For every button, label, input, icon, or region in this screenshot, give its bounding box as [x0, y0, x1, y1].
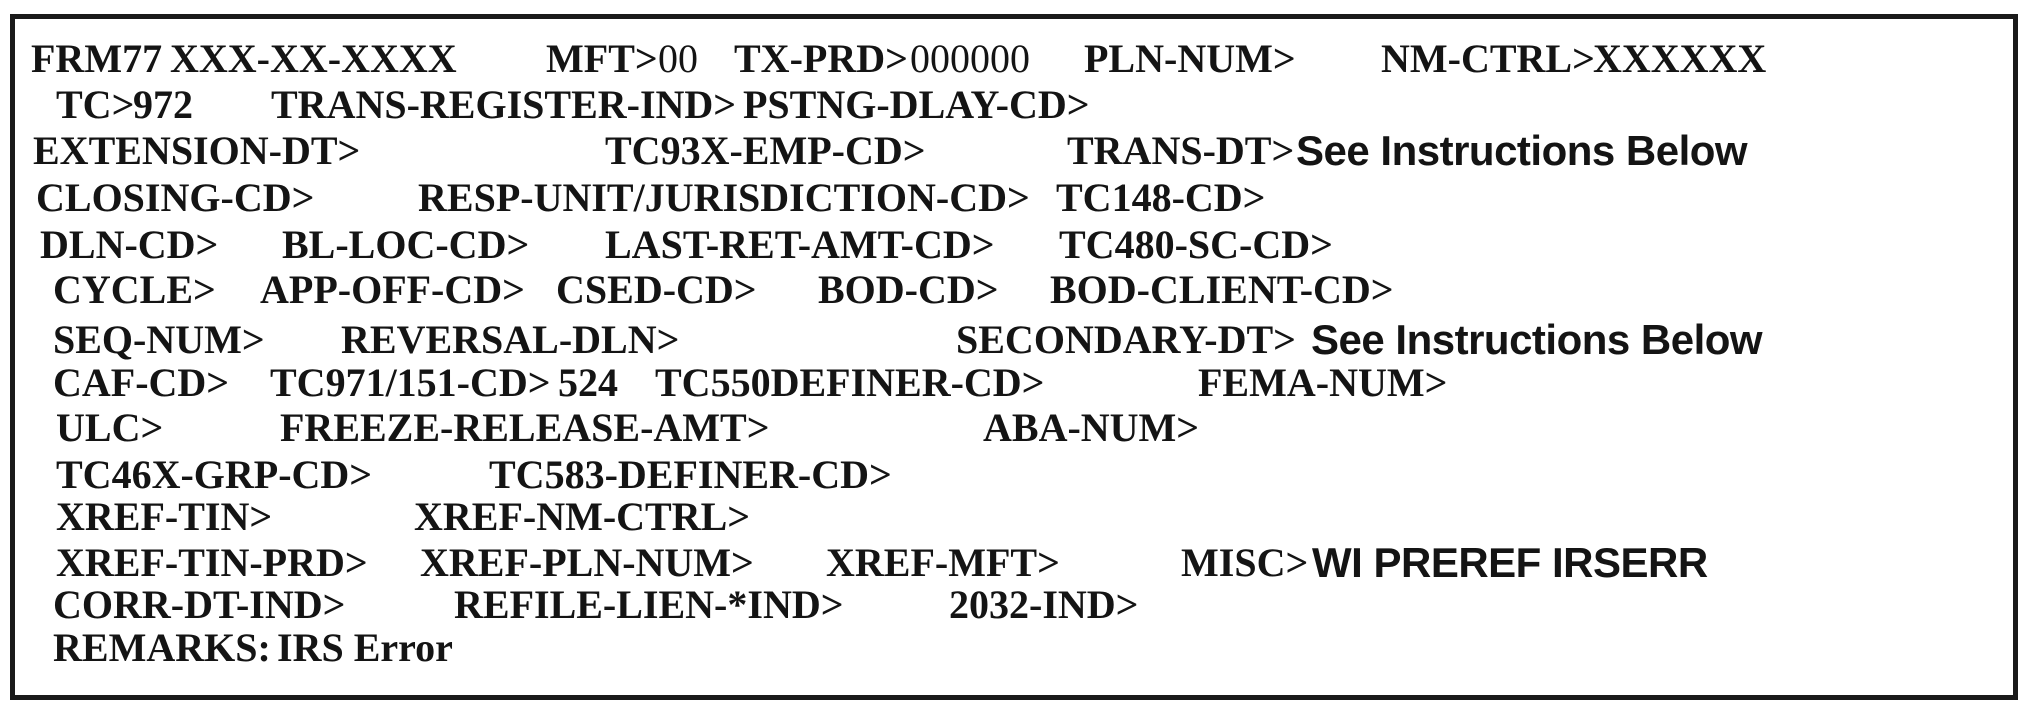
- remarks-value[interactable]: IRS Error: [277, 625, 453, 670]
- tc-label: TC>: [56, 82, 135, 127]
- xref-pln-num-label: XREF-PLN-NUM>: [420, 540, 754, 585]
- mft-label: MFT>: [546, 36, 658, 81]
- dln-cd-label: DLN-CD>: [40, 222, 219, 267]
- xref-nm-ctrl-label: XREF-NM-CTRL>: [414, 494, 751, 539]
- bod-client-cd-label: BOD-CLIENT-CD>: [1050, 267, 1394, 312]
- nm-ctrl-value[interactable]: XXXXXX: [1593, 36, 1767, 81]
- corr-dt-ind-label: CORR-DT-IND>: [53, 582, 346, 627]
- closing-cd-label: CLOSING-CD>: [36, 175, 315, 220]
- form-line-1: FRM77 XXX-XX-XXXX MFT> 00 TX-PRD> 000000 PLN-N…: [0, 36, 2025, 81]
- 2032-ind-label: 2032-IND>: [949, 582, 1139, 627]
- tc480-sc-cd-label: TC480-SC-CD>: [1059, 222, 1333, 267]
- misc-label: MISC>: [1181, 540, 1309, 585]
- trans-register-ind-label: TRANS-REGISTER-IND>: [271, 82, 737, 127]
- freeze-release-amt-label: FREEZE-RELEASE-AMT>: [280, 405, 770, 450]
- reversal-dln-label: REVERSAL-DLN>: [341, 317, 680, 362]
- xref-tin-prd-label: XREF-TIN-PRD>: [56, 540, 368, 585]
- ulc-label: ULC>: [56, 405, 164, 450]
- tx-prd-label: TX-PRD>: [734, 36, 908, 81]
- tx-prd-value[interactable]: 000000: [910, 36, 1030, 81]
- form-line-9: ULC> FREEZE-RELEASE-AMT> ABA-NUM>: [0, 405, 2025, 450]
- form-line-11: XREF-TIN> XREF-NM-CTRL>: [0, 494, 2025, 539]
- caf-cd-label: CAF-CD>: [53, 360, 230, 405]
- tc148-cd-label: TC148-CD>: [1056, 175, 1266, 220]
- secondary-dt-label: SECONDARY-DT>: [956, 317, 1296, 362]
- mft-value[interactable]: 00: [658, 36, 698, 81]
- last-ret-amt-cd-label: LAST-RET-AMT-CD>: [605, 222, 995, 267]
- remarks-label: REMARKS:: [53, 625, 271, 670]
- xref-tin-label: XREF-TIN>: [56, 494, 273, 539]
- resp-unit-jurisdiction-cd-label: RESP-UNIT/JURISDICTION-CD>: [418, 175, 1030, 220]
- nm-ctrl-label: NM-CTRL>: [1381, 36, 1595, 81]
- tc583-definer-cd-label: TC583-DEFINER-CD>: [489, 452, 892, 497]
- form-line-4: CLOSING-CD> RESP-UNIT/JURISDICTION-CD> TC1…: [0, 175, 2025, 220]
- pstng-dlay-cd-label: PSTNG-DLAY-CD>: [743, 82, 1090, 127]
- tc971-151-cd-label: TC971/151-CD>: [270, 360, 551, 405]
- tc-value[interactable]: 972: [133, 82, 193, 127]
- bod-cd-label: BOD-CD>: [818, 267, 999, 312]
- trans-dt-label: TRANS-DT>: [1067, 128, 1295, 173]
- form-line-12: XREF-TIN-PRD> XREF-PLN-NUM> XREF-MFT> MISC>…: [0, 540, 2025, 585]
- command-code: FRM77: [31, 36, 163, 81]
- pln-num-label: PLN-NUM>: [1084, 36, 1296, 81]
- form-line-14: REMARKS: IRS Error: [0, 625, 2025, 670]
- form-line-6: CYCLE> APP-OFF-CD> CSED-CD> BOD-CD> BOD-CLIE…: [0, 267, 2025, 312]
- tin-value[interactable]: XXX-XX-XXXX: [170, 36, 457, 81]
- trans-dt-value[interactable]: See Instructions Below: [1296, 127, 1748, 174]
- bl-loc-cd-label: BL-LOC-CD>: [282, 222, 530, 267]
- fema-num-label: FEMA-NUM>: [1198, 360, 1448, 405]
- seq-num-label: SEQ-NUM>: [53, 317, 265, 362]
- aba-num-label: ABA-NUM>: [983, 405, 1200, 450]
- refile-lien-ind-label: REFILE-LIEN-*IND>: [454, 582, 844, 627]
- xref-mft-label: XREF-MFT>: [826, 540, 1060, 585]
- form-line-13: CORR-DT-IND> REFILE-LIEN-*IND> 2032-IND>: [0, 582, 2025, 627]
- cycle-label: CYCLE>: [53, 267, 216, 312]
- tc550definer-cd-label: TC550DEFINER-CD>: [655, 360, 1045, 405]
- csed-cd-label: CSED-CD>: [556, 267, 757, 312]
- secondary-dt-value[interactable]: See Instructions Below: [1311, 316, 1763, 363]
- form-line-3: EXTENSION-DT> TC93X-EMP-CD> TRANS-DT> See I…: [0, 128, 2025, 173]
- tc46x-grp-cd-label: TC46X-GRP-CD>: [56, 452, 373, 497]
- form-line-8: CAF-CD> TC971/151-CD> 524 TC550DEFINER-CD> F…: [0, 360, 2025, 405]
- form-line-5: DLN-CD> BL-LOC-CD> LAST-RET-AMT-CD> TC480-S…: [0, 222, 2025, 267]
- tc93x-emp-cd-label: TC93X-EMP-CD>: [605, 128, 926, 173]
- form-line-7: SEQ-NUM> REVERSAL-DLN> SECONDARY-DT> See In…: [0, 317, 2025, 362]
- form-line-2: TC> 972 TRANS-REGISTER-IND> PSTNG-DLAY-CD>: [0, 82, 2025, 127]
- extension-dt-label: EXTENSION-DT>: [33, 128, 361, 173]
- app-off-cd-label: APP-OFF-CD>: [260, 267, 525, 312]
- tc971-151-cd-value[interactable]: 524: [558, 360, 618, 405]
- screen-border: [10, 14, 2018, 700]
- form-line-10: TC46X-GRP-CD> TC583-DEFINER-CD>: [0, 452, 2025, 497]
- misc-value[interactable]: WI PREREF IRSERR: [1312, 539, 1708, 586]
